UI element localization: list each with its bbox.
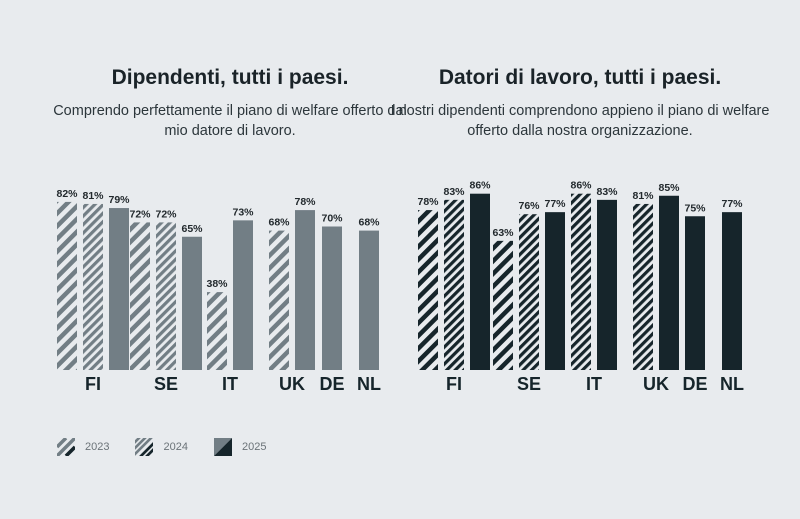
legend-item-2024: 2024 (135, 438, 188, 456)
data-label: 83% (443, 186, 465, 198)
legend-swatch-2023 (57, 438, 75, 456)
employees-chart-subtitle: Comprendo perfettamente il piano di welf… (53, 103, 407, 139)
bar-employees-se-2023 (130, 222, 150, 370)
bar-employers-fi-2025 (470, 193, 490, 370)
bar-employees-se-2025 (182, 236, 202, 370)
bar-employers-it-2024 (571, 193, 591, 370)
data-label: 78% (294, 196, 316, 208)
bar-employers-de-2025 (685, 216, 705, 370)
bar-employees-fi-2024 (83, 203, 103, 370)
data-label: 70% (321, 213, 343, 225)
data-label: 79% (108, 194, 130, 206)
legend-item-2025: 2025 (213, 438, 267, 456)
data-label: 63% (492, 227, 514, 239)
data-label: 77% (544, 198, 566, 210)
data-label: 76% (518, 200, 540, 212)
x-tick-label: FI (85, 374, 101, 394)
bar-employees-uk-2025 (295, 210, 315, 370)
employers-chart-subtitle: I nostri dipendenti comprendono appieno … (390, 103, 770, 139)
bar-employees-it-2025 (233, 220, 253, 370)
legend-swatch-2025 (213, 438, 232, 456)
bar-employers-se-2025 (545, 212, 565, 370)
bar-employees-uk-2023 (269, 230, 289, 370)
data-label: 65% (181, 223, 203, 235)
data-label: 72% (155, 208, 177, 220)
data-label: 73% (232, 206, 254, 218)
data-label: 68% (358, 217, 380, 229)
bar-employees-nl-2025 (359, 230, 379, 370)
data-label: 83% (596, 186, 618, 198)
x-tick-label: DE (682, 374, 707, 394)
data-label: 78% (417, 196, 439, 208)
bar-employers-nl-2025 (722, 212, 742, 370)
data-label: 82% (56, 188, 78, 200)
bar-employees-de-2025 (322, 226, 342, 370)
x-tick-label: SE (154, 374, 178, 394)
x-tick-label: DE (319, 374, 344, 394)
data-label: 81% (82, 190, 104, 202)
data-label: 86% (570, 180, 592, 192)
data-label: 86% (469, 180, 491, 192)
legend-swatch-2024 (135, 438, 154, 456)
x-tick-label: NL (357, 374, 381, 394)
x-tick-label: UK (643, 374, 669, 394)
data-label: 77% (721, 198, 743, 210)
x-tick-label: IT (586, 374, 602, 394)
bar-employers-it-2025 (597, 199, 617, 370)
legend-label: 2025 (241, 441, 267, 453)
bar-employers-se-2023 (493, 240, 513, 370)
bar-employees-it-2023 (207, 292, 227, 370)
employers-chart-title: Datori di lavoro, tutti i paesi. (438, 66, 722, 89)
legend-item-2023: 2023 (57, 438, 109, 456)
bar-employers-se-2024 (519, 214, 539, 370)
data-label: 75% (684, 202, 706, 214)
x-tick-label: NL (720, 374, 744, 394)
legend: 2023 2024 2025 (57, 438, 292, 456)
bar-employers-fi-2023 (418, 210, 438, 370)
data-label: 72% (129, 208, 151, 220)
x-tick-label: FI (446, 374, 462, 394)
legend-label: 2024 (163, 441, 188, 453)
bar-employees-se-2024 (156, 222, 176, 370)
x-tick-label: IT (222, 374, 238, 394)
data-label: 38% (206, 278, 228, 290)
bar-employers-fi-2024 (444, 199, 464, 370)
employees-chart-title: Dipendenti, tutti i paesi. (111, 66, 349, 89)
bar-employers-uk-2025 (659, 195, 679, 370)
bar-employees-fi-2025 (109, 208, 129, 370)
x-tick-label: UK (279, 374, 305, 394)
bar-employers-uk-2024 (633, 203, 653, 370)
legend-label: 2023 (85, 441, 110, 453)
data-label: 85% (658, 182, 680, 194)
bar-employees-fi-2023 (57, 201, 77, 370)
data-label: 68% (268, 217, 290, 229)
data-label: 81% (632, 190, 654, 202)
x-tick-label: SE (517, 374, 541, 394)
